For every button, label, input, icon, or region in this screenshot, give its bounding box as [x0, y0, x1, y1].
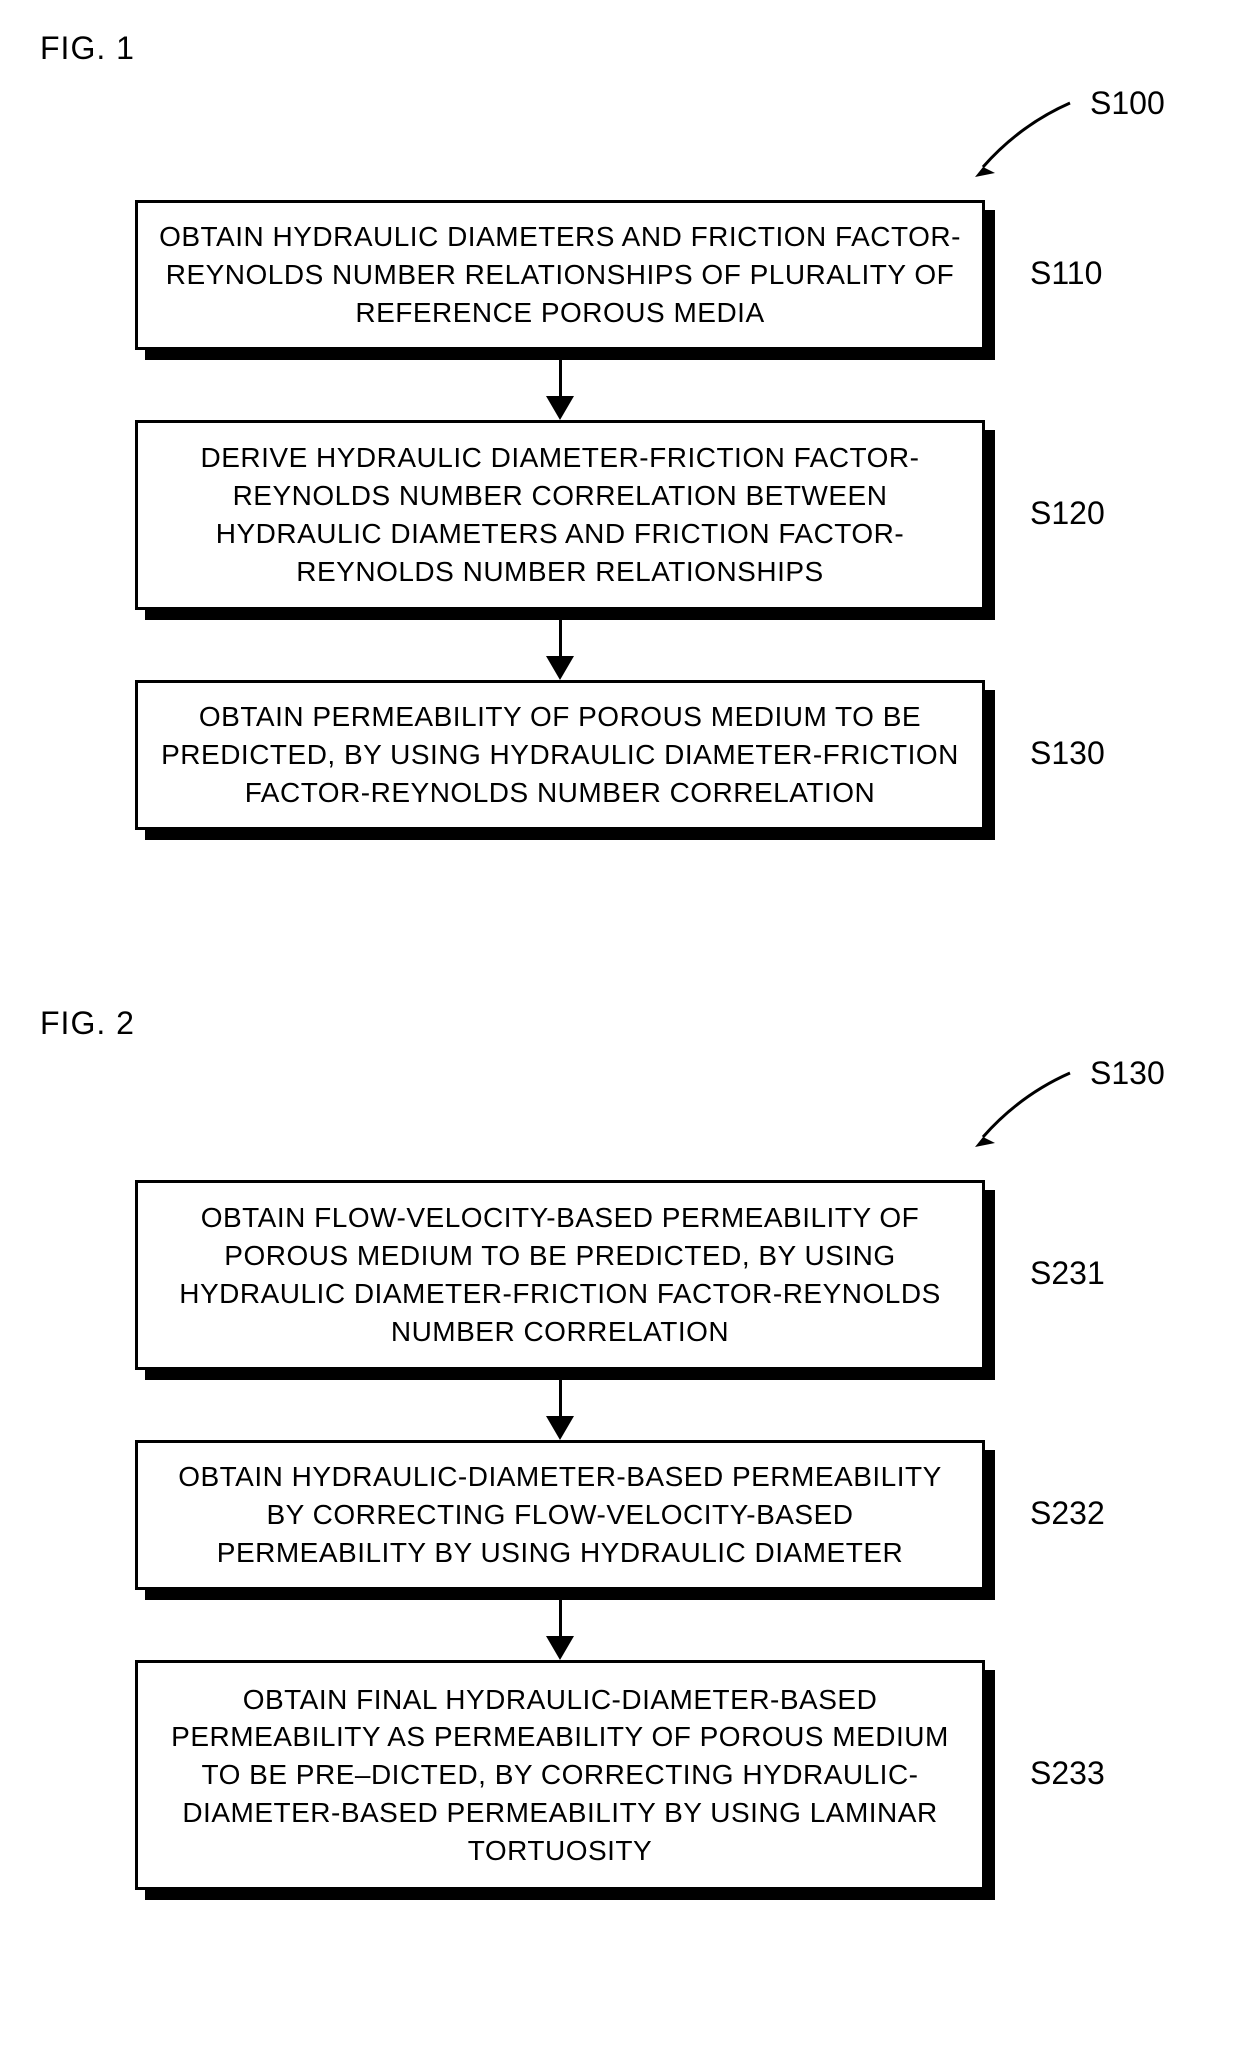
- arrow-line: [559, 610, 562, 657]
- fig2-box2-wrap: OBTAIN HYDRAULIC-DIAMETER-BASED PERMEABI…: [135, 1440, 1035, 1590]
- figure1-pointer: [965, 95, 1085, 185]
- fig1-box2-wrap: DERIVE HYDRAULIC DIAMETER-FRICTION FACTO…: [135, 420, 1035, 610]
- fig1-box3-wrap: OBTAIN PERMEABILITY OF POROUS MEDIUM TO …: [135, 680, 1035, 830]
- arrow-head-icon: [546, 656, 574, 680]
- curve-arrow-svg: [965, 95, 1085, 185]
- fig2-box1: OBTAIN FLOW-VELOCITY-BASED PERMEABILITY …: [135, 1180, 985, 1370]
- figure2-pointer: [965, 1065, 1085, 1155]
- fig1-step3-label: S130: [1030, 735, 1105, 772]
- fig2-box3: OBTAIN FINAL HYDRAULIC-DIAMETER-BASED PE…: [135, 1660, 985, 1890]
- fig2-box1-wrap: OBTAIN FLOW-VELOCITY-BASED PERMEABILITY …: [135, 1180, 1035, 1370]
- fig2-box2: OBTAIN HYDRAULIC-DIAMETER-BASED PERMEABI…: [135, 1440, 985, 1590]
- figure1-flowchart: OBTAIN HYDRAULIC DIAMETERS AND FRICTION …: [55, 200, 1035, 830]
- fig2-step3-label: S233: [1030, 1755, 1105, 1792]
- figure2-flowchart: OBTAIN FLOW-VELOCITY-BASED PERMEABILITY …: [55, 1180, 1035, 1890]
- arrow-line: [559, 1590, 562, 1637]
- fig2-box3-wrap: OBTAIN FINAL HYDRAULIC-DIAMETER-BASED PE…: [135, 1660, 1035, 1890]
- fig1-box3: OBTAIN PERMEABILITY OF POROUS MEDIUM TO …: [135, 680, 985, 830]
- figure1-pointer-label: S100: [1090, 85, 1165, 122]
- figure1-label: FIG. 1: [40, 30, 135, 67]
- figure2-pointer-label: S130: [1090, 1055, 1165, 1092]
- fig1-arrow1: [135, 350, 985, 420]
- arrow-head-icon: [546, 1636, 574, 1660]
- fig1-step1-label: S110: [1030, 255, 1102, 292]
- fig2-arrow2: [135, 1590, 985, 1660]
- curve-arrow-svg: [965, 1065, 1085, 1155]
- fig2-step2-label: S232: [1030, 1495, 1105, 1532]
- fig1-box1: OBTAIN HYDRAULIC DIAMETERS AND FRICTION …: [135, 200, 985, 350]
- fig2-step1-label: S231: [1030, 1255, 1105, 1292]
- arrow-line: [559, 350, 562, 397]
- figure2-label: FIG. 2: [40, 1005, 135, 1042]
- fig2-arrow1: [135, 1370, 985, 1440]
- fig1-step2-label: S120: [1030, 495, 1105, 532]
- arrow-head-icon: [546, 396, 574, 420]
- fig1-arrow2: [135, 610, 985, 680]
- arrow-line: [559, 1370, 562, 1417]
- fig1-box1-wrap: OBTAIN HYDRAULIC DIAMETERS AND FRICTION …: [135, 200, 1035, 350]
- page: FIG. 1 S100 OBTAIN HYDRAULIC DIAMETERS A…: [0, 0, 1240, 2053]
- arrow-head-icon: [546, 1416, 574, 1440]
- fig1-box2: DERIVE HYDRAULIC DIAMETER-FRICTION FACTO…: [135, 420, 985, 610]
